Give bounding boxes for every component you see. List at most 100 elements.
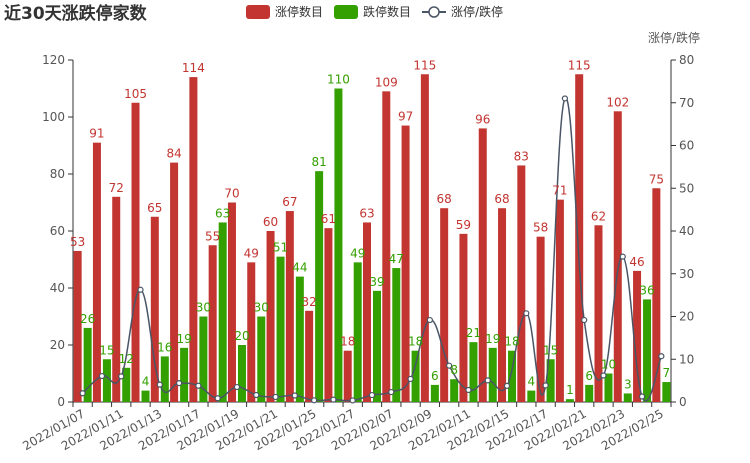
left-axis-tick-label: 20 <box>50 338 65 352</box>
ratio-point <box>253 391 260 399</box>
bar-limit-up <box>343 350 352 402</box>
bar-limit-down <box>334 88 343 402</box>
data-label-limit-down: 1 <box>566 383 574 397</box>
bar-limit-up <box>440 208 449 402</box>
left-axis-tick-label: 60 <box>50 224 65 238</box>
data-label-limit-up: 75 <box>649 172 664 186</box>
legend-label-limit-up: 涨停数目 <box>275 4 323 19</box>
legend-item-limit-down[interactable]: 跌停数目 <box>334 4 411 19</box>
bar-limit-down <box>237 345 246 402</box>
left-axis-tick-label: 120 <box>42 53 65 67</box>
bar-limit-down <box>199 316 208 402</box>
bar-limit-down <box>450 379 459 402</box>
bar-limit-down <box>488 347 497 402</box>
bar-limit-up <box>189 77 198 402</box>
left-axis-tick-label: 100 <box>42 110 65 124</box>
data-labels: 5326911572121054651684191143055637020493… <box>70 58 670 397</box>
ratio-point <box>137 286 144 293</box>
data-label-limit-up: 71 <box>552 184 567 198</box>
data-label-limit-down: 63 <box>215 206 230 220</box>
data-label-limit-up: 97 <box>398 110 413 124</box>
ratio-point <box>233 383 241 391</box>
data-label-limit-down: 18 <box>504 335 519 349</box>
bar-limit-down <box>83 327 92 402</box>
bar-limit-up <box>594 225 603 402</box>
data-label-limit-up: 91 <box>89 127 104 141</box>
ratio-point <box>79 390 86 397</box>
bar-limit-down <box>411 350 420 402</box>
ratio-point <box>446 362 453 369</box>
ratio-point <box>658 353 665 360</box>
ratio-point <box>600 372 607 379</box>
legend-swatch-limit-down <box>334 5 358 19</box>
right-axis-name: 涨停/跌停 <box>648 30 700 45</box>
left-axis-tick-label: 80 <box>50 167 65 181</box>
bar-limit-down <box>527 390 536 402</box>
ratio-line-path <box>82 97 663 402</box>
data-label-limit-down: 26 <box>80 312 95 326</box>
bar-limit-down <box>257 316 266 402</box>
data-label-limit-down: 6 <box>585 369 593 383</box>
bar-limit-up <box>112 196 121 402</box>
bar-limit-up <box>363 222 371 402</box>
bar-limit-down <box>623 393 632 402</box>
ratio-point <box>98 372 106 380</box>
bar-limit-down <box>546 359 555 402</box>
bar-limit-up <box>227 202 236 402</box>
ratio-point <box>311 397 318 404</box>
data-label-limit-down: 10 <box>601 358 616 372</box>
ratio-point <box>484 377 491 384</box>
bar-limit-down <box>295 276 304 402</box>
bar-limit-up <box>633 270 642 402</box>
data-label-limit-up: 68 <box>437 192 452 206</box>
data-label-limit-up: 59 <box>456 218 471 232</box>
ratio-point <box>330 396 337 403</box>
right-axis-tick-label: 40 <box>679 224 694 238</box>
ratio-point <box>388 388 395 396</box>
bar-limit-down <box>276 256 285 402</box>
bar-limit-up <box>266 231 275 402</box>
bar-limit-down <box>102 359 111 402</box>
bars <box>73 74 671 403</box>
bar-limit-down <box>353 262 362 402</box>
right-axis-tick-label: 20 <box>679 310 694 324</box>
bar-limit-down <box>218 222 227 402</box>
legend-item-limit-up[interactable]: 涨停数目 <box>246 4 323 19</box>
data-label-limit-up: 53 <box>70 235 85 249</box>
data-label-limit-down: 15 <box>543 343 558 357</box>
ratio-point <box>407 375 414 383</box>
bar-limit-down <box>604 373 613 402</box>
data-label-limit-down: 21 <box>466 326 481 340</box>
data-label-limit-up: 84 <box>166 147 181 161</box>
data-label-limit-down: 16 <box>157 340 172 354</box>
left-axis-tick-label: 0 <box>57 395 65 409</box>
bar-limit-up <box>92 142 101 402</box>
legend-swatch-limit-up <box>246 5 270 19</box>
ratio-point <box>291 392 298 399</box>
data-label-limit-up: 49 <box>244 246 259 260</box>
ratio-point <box>272 393 279 401</box>
bar-limit-up <box>150 216 159 402</box>
legend-item-ratio[interactable]: 涨停/跌停 <box>422 4 503 19</box>
right-axis-tick-label: 50 <box>679 181 694 195</box>
data-label-limit-down: 49 <box>350 246 365 260</box>
data-label-limit-up: 63 <box>359 206 374 220</box>
bar-limit-up <box>652 188 661 402</box>
bar-limit-up <box>420 74 429 402</box>
data-label-limit-up: 105 <box>124 87 147 101</box>
data-label-limit-up: 58 <box>533 221 548 235</box>
data-label-limit-down: 7 <box>663 366 671 380</box>
right-axis-tick-label: 10 <box>679 352 694 366</box>
bar-limit-up <box>613 111 622 403</box>
data-label-limit-down: 44 <box>292 261 307 275</box>
bar-limit-up <box>555 199 564 402</box>
bar-limit-down <box>662 382 671 402</box>
right-axis-tick-label: 70 <box>679 96 694 110</box>
ratio-point <box>465 386 472 394</box>
data-label-limit-up: 72 <box>109 181 124 195</box>
ratio-point <box>503 382 511 389</box>
data-label-limit-up: 83 <box>514 149 529 163</box>
data-label-limit-down: 18 <box>408 335 423 349</box>
data-label-limit-down: 15 <box>99 343 114 357</box>
data-label-limit-down: 30 <box>196 301 211 315</box>
